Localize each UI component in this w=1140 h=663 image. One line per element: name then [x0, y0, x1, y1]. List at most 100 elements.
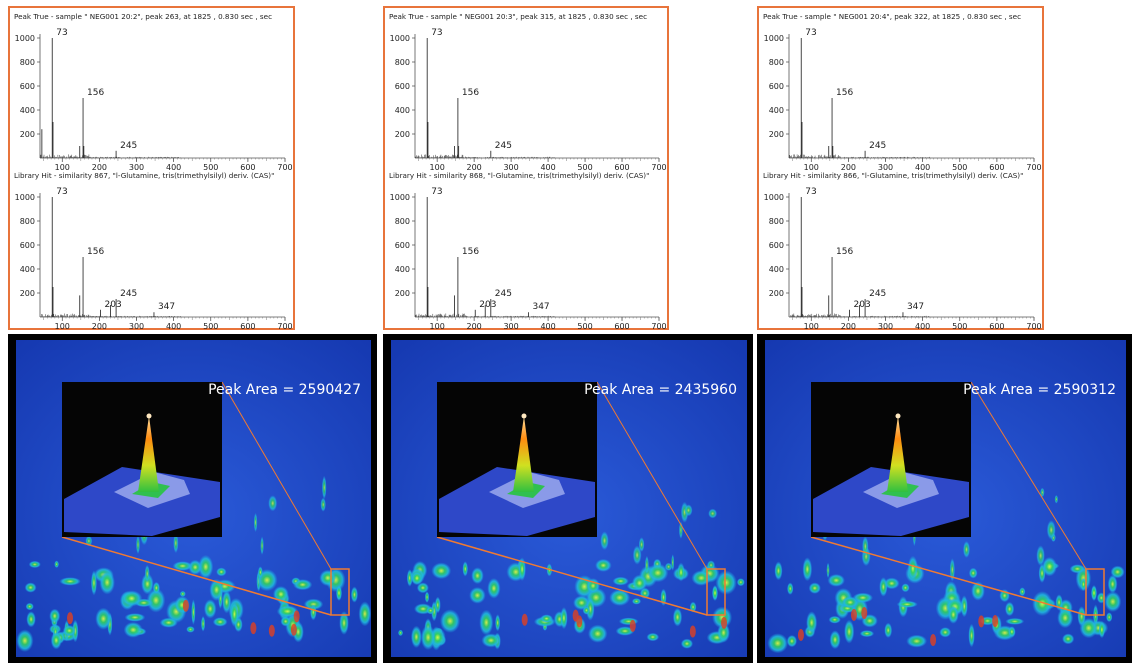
heatmap-spot — [144, 564, 150, 583]
heatmap-spot — [638, 537, 645, 552]
heatmap-hotspot — [293, 610, 300, 623]
inset-peak — [138, 416, 159, 492]
x-tick-label: 700 — [651, 322, 666, 329]
x-tick-label: 300 — [129, 163, 144, 170]
x-tick-label: 300 — [878, 322, 893, 329]
heatmap-spot — [99, 570, 115, 595]
target-spot — [1091, 585, 1097, 601]
y-tick-label: 600 — [769, 82, 784, 91]
heatmap-spot — [1041, 556, 1058, 577]
spectra-box-2: Peak True - sample " NEG001 20:3", peak … — [383, 6, 669, 330]
x-tick-label: 200 — [841, 163, 856, 170]
heatmap-hotspot — [250, 622, 257, 635]
x-tick-label: 100 — [55, 163, 70, 170]
heatmap-spot — [426, 606, 435, 615]
x-tick-label: 400 — [540, 163, 555, 170]
y-tick-label: 600 — [769, 241, 784, 250]
heatmap-spot — [883, 577, 900, 590]
heatmap-hotspot — [572, 609, 579, 622]
heatmap-spot — [50, 631, 62, 650]
x-tick-label: 400 — [540, 322, 555, 329]
heatmap-spot — [1005, 618, 1025, 625]
heatmap-spot — [717, 622, 730, 643]
heatmap-spot — [54, 560, 59, 568]
y-tick-label: 200 — [769, 289, 784, 298]
heatmap-spot — [906, 634, 928, 648]
heatmap-spot — [1077, 606, 1086, 627]
heatmap-spot — [706, 560, 716, 570]
heatmap-spot — [124, 613, 146, 622]
y-tick-label: 1000 — [15, 34, 35, 43]
heatmap-spot — [806, 611, 818, 635]
y-tick-label: 600 — [20, 82, 35, 91]
peak-area-label: Peak Area = 2590427 — [208, 382, 361, 398]
heatmap-spot — [272, 586, 289, 603]
heatmap-spot — [844, 619, 855, 644]
heatmap-spot — [1062, 633, 1075, 645]
heatmap-spot — [631, 598, 642, 605]
heatmap-spot — [715, 570, 737, 595]
y-tick-label: 1000 — [15, 193, 35, 202]
heatmap-spot — [609, 589, 631, 607]
heatmap-hotspot — [290, 623, 297, 636]
heatmap-spot — [1104, 591, 1122, 613]
heatmap-spot — [136, 535, 140, 555]
heatmap-spot — [1008, 626, 1016, 638]
heatmap-spot — [774, 561, 783, 581]
heatmap-spot — [736, 578, 745, 587]
heatmap-spot — [767, 633, 789, 654]
x-tick-label: 500 — [952, 163, 967, 170]
heatmap-spot — [172, 561, 193, 571]
chart-title: Peak True - sample " NEG001 20:2", peak … — [14, 12, 272, 21]
y-tick-label: 1000 — [764, 34, 784, 43]
heatmap-spot — [59, 577, 81, 586]
heatmap-spot — [808, 582, 821, 594]
heatmap-spot — [471, 567, 484, 585]
heatmap-spot — [173, 533, 179, 554]
heatmap-spot — [319, 569, 337, 587]
x-tick-label: 500 — [577, 163, 592, 170]
heatmap-spot — [146, 588, 166, 613]
heatmap-spot — [1004, 601, 1015, 617]
heatmap-spot — [276, 605, 299, 618]
heatmap-spot — [1057, 607, 1074, 629]
heatmap-spot — [25, 602, 34, 611]
heatmap-hotspot — [721, 616, 728, 629]
x-tick-label: 500 — [577, 322, 592, 329]
heatmap-spot — [631, 574, 648, 592]
heatmap-spot — [647, 563, 669, 583]
heatmap-spot — [802, 557, 813, 582]
heatmap-spot — [786, 634, 798, 648]
heatmap-spot — [188, 559, 203, 575]
heatmap-spot — [787, 582, 794, 595]
x-tick-label: 600 — [240, 322, 255, 329]
heatmap-spot — [1036, 545, 1045, 567]
heatmap-spot — [260, 536, 264, 556]
panel-2: Peak True - sample " NEG001 20:3", peak … — [383, 6, 753, 663]
zoom-line — [970, 381, 1087, 570]
heatmap-spot — [1032, 591, 1053, 617]
heatmap-spot — [677, 562, 685, 582]
heatmap-spot — [424, 591, 430, 603]
peak-label: 245 — [495, 289, 512, 299]
heatmap-spot — [829, 630, 841, 650]
heatmap-spot — [479, 609, 494, 636]
heatmap-spot — [841, 596, 859, 609]
heatmap-spot — [586, 597, 595, 621]
spectrum-chart: Peak True - sample " NEG001 20:2", peak … — [14, 12, 293, 170]
heatmap-spot — [179, 590, 186, 597]
heatmap-spot — [664, 562, 673, 571]
heatmap-spot — [495, 614, 501, 632]
zoom-box — [330, 568, 350, 616]
y-tick-label: 400 — [395, 106, 410, 115]
y-tick-label: 400 — [769, 265, 784, 274]
heatmap-spot — [398, 629, 404, 637]
heatmap-spot — [16, 629, 34, 652]
x-tick-label: 400 — [915, 322, 930, 329]
heatmap-spot — [586, 578, 601, 594]
y-tick-label: 400 — [769, 106, 784, 115]
heatmap-spot — [615, 626, 635, 636]
peak-label: 156 — [87, 247, 104, 257]
heatmap-hotspot — [521, 613, 528, 626]
heatmap-spot — [90, 570, 97, 596]
